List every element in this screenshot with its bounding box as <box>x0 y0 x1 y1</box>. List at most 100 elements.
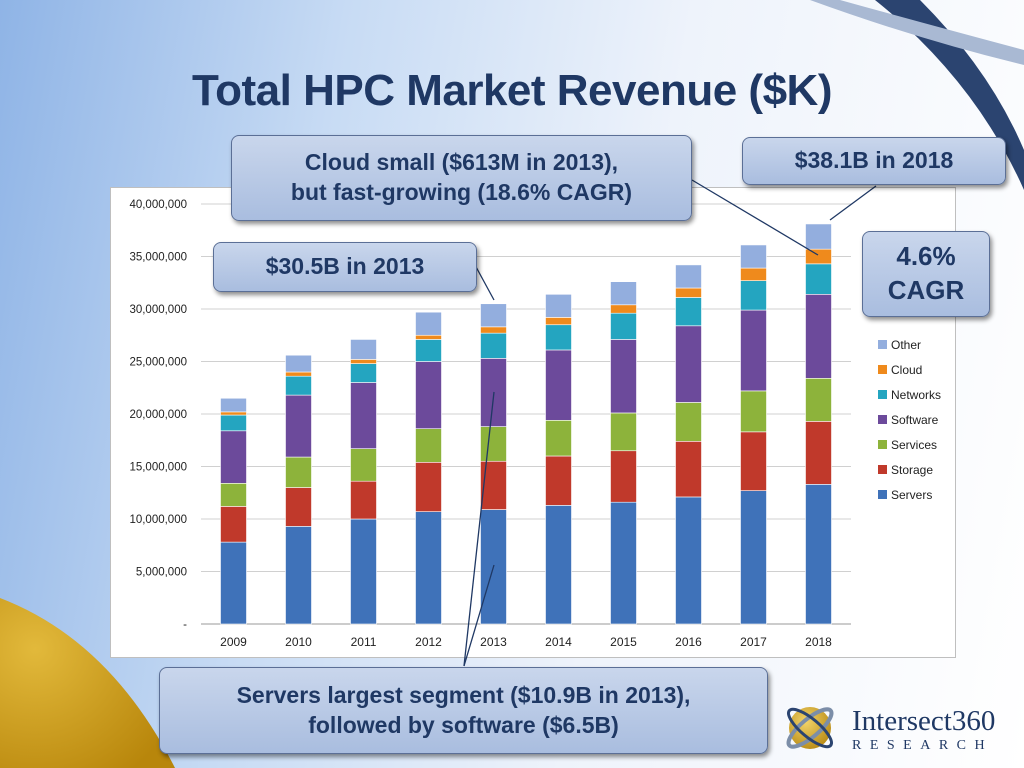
callout-total-2018: $38.1B in 2018 <box>742 137 1006 185</box>
bar-cloud-2016 <box>675 287 702 298</box>
bar-other-2013 <box>480 303 507 328</box>
legend-swatch-software <box>878 415 887 424</box>
x-tick-label: 2014 <box>545 635 572 649</box>
intersect360-logo-icon <box>786 707 834 749</box>
bar-other-2010 <box>285 354 312 373</box>
bar-storage-2016 <box>675 441 702 498</box>
bar-servers-2009 <box>220 541 247 625</box>
callout-cloud-line1: Cloud small ($613M in 2013), <box>304 149 619 176</box>
y-tick-label: 25,000,000 <box>129 357 187 369</box>
bar-software-2016 <box>675 325 702 403</box>
x-tick-label: 2013 <box>480 635 507 649</box>
bar-cloud-2018 <box>805 248 832 265</box>
bar-other-2014 <box>545 294 572 318</box>
bar-cloud-2015 <box>610 304 637 314</box>
callout-total-2013-text: $30.5B in 2013 <box>265 253 425 280</box>
bar-cloud-2013 <box>480 326 507 334</box>
bar-services-2013 <box>480 426 507 462</box>
y-tick-label: 5,000,000 <box>136 567 187 579</box>
bar-software-2011 <box>350 382 377 449</box>
bar-services-2009 <box>220 482 247 507</box>
bar-software-2009 <box>220 430 247 484</box>
callout-servers-line1: Servers largest segment ($10.9B in 2013)… <box>236 681 691 708</box>
bar-networks-2016 <box>675 297 702 327</box>
bar-storage-2010 <box>285 487 312 527</box>
bar-services-2012 <box>415 428 442 463</box>
callout-total-2013: $30.5B in 2013 <box>213 242 477 292</box>
callout-total-2018-text: $38.1B in 2018 <box>794 147 954 174</box>
light-arc-decoration <box>810 0 1024 65</box>
x-tick-label: 2015 <box>610 635 637 649</box>
bar-cloud-2012 <box>415 334 442 340</box>
bar-storage-2018 <box>805 421 832 485</box>
bar-other-2016 <box>675 264 702 289</box>
callout-cagr-line2: CAGR <box>887 275 965 305</box>
bar-networks-2010 <box>285 375 312 396</box>
legend-label-other: Other <box>891 338 921 352</box>
y-tick-label: 30,000,000 <box>129 304 187 316</box>
bar-cloud-2011 <box>350 359 377 364</box>
callout-cagr: 4.6% CAGR <box>862 231 990 317</box>
callout-servers: Servers largest segment ($10.9B in 2013)… <box>159 667 768 754</box>
x-tick-label: 2018 <box>805 635 832 649</box>
bar-cloud-2014 <box>545 317 572 326</box>
bar-other-2017 <box>740 244 767 269</box>
bar-software-2012 <box>415 361 442 429</box>
bar-storage-2015 <box>610 450 637 503</box>
bar-other-2015 <box>610 281 637 306</box>
callout-cagr-line1: 4.6% <box>896 241 956 272</box>
legend-label-servers: Servers <box>891 488 932 502</box>
bar-servers-2013 <box>480 509 507 625</box>
bar-networks-2015 <box>610 312 637 340</box>
bar-other-2012 <box>415 311 442 336</box>
bar-servers-2015 <box>610 501 637 625</box>
bar-services-2011 <box>350 448 377 482</box>
bar-networks-2017 <box>740 280 767 311</box>
x-tick-label: 2009 <box>220 635 247 649</box>
stacked-bar-chart: - 5,000,000 10,000,000 15,000,000 20,000,000… <box>129 199 941 649</box>
bar-networks-2009 <box>220 414 247 432</box>
y-tick-label: 35,000,000 <box>129 252 187 264</box>
legend-label-software: Software <box>891 413 939 427</box>
callout-cloud-line2: but fast-growing (18.6% CAGR) <box>290 179 633 205</box>
bar-networks-2014 <box>545 324 572 351</box>
bar-cloud-2009 <box>220 411 247 416</box>
bar-software-2013 <box>480 358 507 427</box>
bar-services-2014 <box>545 420 572 457</box>
callout-servers-line2: followed by software ($6.5B) <box>308 711 619 738</box>
bar-software-2010 <box>285 394 312 458</box>
x-tick-label: 2017 <box>740 635 767 649</box>
bar-servers-2016 <box>675 496 702 625</box>
logo-subtitle: RESEARCH <box>852 738 994 753</box>
bar-services-2015 <box>610 412 637 452</box>
x-tick-label: 2011 <box>351 635 377 649</box>
bar-cloud-2010 <box>285 371 312 377</box>
bar-servers-2014 <box>545 505 572 625</box>
bar-other-2009 <box>220 397 247 413</box>
bar-networks-2012 <box>415 339 442 362</box>
bar-servers-2017 <box>740 490 767 625</box>
bar-servers-2011 <box>350 518 377 625</box>
legend-swatch-cloud <box>878 365 887 374</box>
y-tick-label: - <box>183 619 187 631</box>
legend-swatch-networks <box>878 390 887 399</box>
bar-services-2018 <box>805 378 832 422</box>
y-tick-label: 40,000,000 <box>129 199 187 211</box>
x-tick-label: 2016 <box>675 635 702 649</box>
legend-label-services: Services <box>891 438 937 452</box>
bar-storage-2017 <box>740 431 767 491</box>
bar-servers-2010 <box>285 526 312 625</box>
y-tick-label: 15,000,000 <box>129 462 187 474</box>
y-tick-label: 10,000,000 <box>129 514 187 526</box>
logo-name: Intersect360 <box>852 705 996 737</box>
bar-networks-2013 <box>480 332 507 359</box>
bar-other-2018 <box>805 223 832 250</box>
legend-swatch-storage <box>878 465 887 474</box>
bar-networks-2011 <box>350 363 377 383</box>
x-tick-label: 2010 <box>285 635 312 649</box>
bar-services-2010 <box>285 456 312 488</box>
bar-services-2016 <box>675 402 702 442</box>
logo-wordmark: Intersect360 RESEARCH <box>852 706 995 754</box>
legend-swatch-services <box>878 440 887 449</box>
